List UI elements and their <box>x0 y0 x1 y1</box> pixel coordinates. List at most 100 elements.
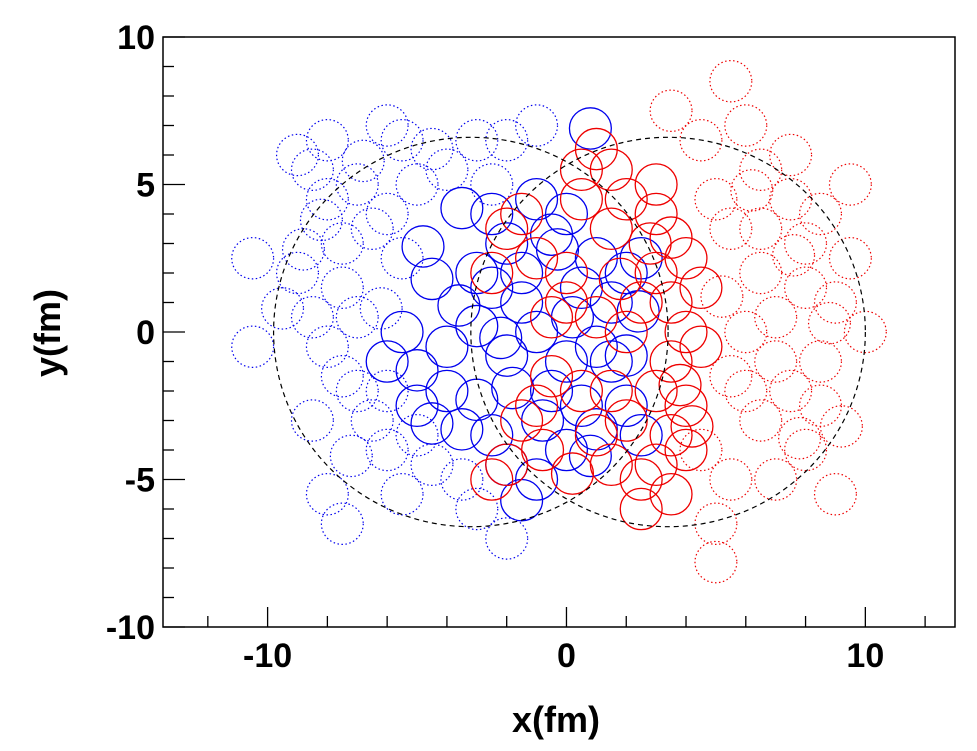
red-dotted-nucleon <box>807 301 851 345</box>
red-dotted-nucleon <box>724 104 768 147</box>
blue-dotted-nucleon <box>231 237 275 280</box>
red-solid-nucleon <box>634 443 678 487</box>
blue-dotted-nucleon <box>359 287 403 330</box>
x-tick-label: 0 <box>557 637 576 675</box>
blue-solid-nucleon <box>380 310 424 354</box>
red-solid-nucleon <box>604 177 648 221</box>
nucleus-outline-right <box>470 136 866 528</box>
red-dotted-nucleon <box>679 118 723 162</box>
blue-dotted-nucleon <box>365 104 409 147</box>
blue-solid-nucleon <box>619 413 663 457</box>
red-dotted-nucleon <box>754 340 798 383</box>
red-solid-nucleon <box>604 310 648 354</box>
red-solid-nucleon <box>664 310 708 354</box>
blue-dotted-nucleon <box>440 458 484 501</box>
red-solid-nucleon <box>634 163 678 206</box>
red-solid-nucleon <box>634 369 678 413</box>
blue-dotted-nucleon <box>281 228 325 271</box>
blue-solid-nucleon <box>479 316 523 360</box>
blue-dotted-nucleon <box>365 192 409 236</box>
blue-dotted-nucleon <box>335 369 379 413</box>
blue-solid-nucleon <box>544 192 589 236</box>
red-solid-nucleon <box>559 148 603 192</box>
red-dotted-nucleon <box>724 310 768 354</box>
red-dotted-nucleon <box>739 207 783 251</box>
y-tick-label: 5 <box>136 167 155 205</box>
blue-solid-nucleon <box>410 402 454 445</box>
red-solid-nucleon <box>664 428 708 472</box>
red-solid-nucleon <box>598 257 642 301</box>
blue-dotted-nucleon <box>305 325 349 369</box>
blue-solid-nucleon <box>440 186 484 230</box>
red-dotted-nucleon <box>798 192 843 236</box>
blue-solid-nucleon <box>485 222 529 265</box>
red-dotted-nucleon <box>694 178 738 221</box>
red-solid-nucleon <box>559 177 603 221</box>
blue-solid-nucleon <box>401 225 445 268</box>
red-solid-nucleon <box>670 405 714 448</box>
blue-solid-nucleon <box>604 384 648 428</box>
blue-solid-nucleon <box>529 369 574 413</box>
red-dotted-nucleon <box>772 234 816 277</box>
red-solid-nucleon <box>589 369 633 413</box>
blue-solid-nucleon <box>515 458 559 501</box>
red-solid-nucleon <box>649 413 693 457</box>
red-dotted-nucleon <box>784 428 828 472</box>
blue-dotted-nucleon <box>320 266 364 310</box>
red-solid-nucleon <box>589 443 633 487</box>
red-solid-nucleon <box>574 295 618 339</box>
red-dotted-nucleon <box>798 384 843 428</box>
blue-dotted-nucleon <box>410 127 454 171</box>
blue-dotted-nucleon <box>410 443 454 487</box>
blue-dotted-nucleon <box>275 133 320 177</box>
blue-dotted-nucleon <box>335 163 379 206</box>
red-solid-nucleon <box>544 251 589 295</box>
blue-dotted-nucleon <box>305 118 349 162</box>
blue-dotted-nucleon <box>380 118 424 162</box>
y-tick-label: -5 <box>125 462 155 500</box>
nucleus-outline-left <box>272 136 669 528</box>
x-tick-label: 10 <box>846 637 884 675</box>
red-solid-nucleon <box>559 369 603 413</box>
blue-dotted-nucleon <box>515 104 559 147</box>
red-dotted-nucleon <box>709 458 753 501</box>
red-solid-nucleon <box>634 192 678 236</box>
blue-dotted-nucleon <box>231 325 275 369</box>
red-dotted-nucleon <box>709 59 753 103</box>
blue-dotted-nucleon <box>365 369 409 413</box>
red-solid-nucleon <box>544 281 589 324</box>
red-dotted-nucleon <box>754 458 798 501</box>
blue-dotted-nucleon <box>320 502 364 546</box>
red-solid-nucleon <box>470 458 514 501</box>
red-solid-nucleon <box>619 458 663 501</box>
red-solid-nucleon <box>470 251 514 295</box>
red-dotted-nucleon <box>739 399 783 442</box>
blue-dotted-nucleon <box>290 296 334 339</box>
blue-dotted-nucleon <box>485 517 529 560</box>
blue-dotted-nucleon <box>395 414 439 457</box>
blue-solid-nucleon <box>410 257 454 301</box>
blue-dotted-nucleon <box>380 237 424 280</box>
red-dotted-nucleon <box>769 133 813 177</box>
red-dotted-nucleon <box>769 178 813 221</box>
x-axis-title: x(fm) <box>512 699 600 740</box>
red-dotted-nucleon <box>694 502 738 546</box>
red-dotted-nucleon <box>709 207 753 251</box>
blue-dotted-nucleon <box>320 222 364 265</box>
blue-dotted-nucleon <box>455 118 499 162</box>
red-solid-nucleon <box>515 236 559 280</box>
blue-solid-nucleon <box>568 434 612 478</box>
blue-dotted-nucleon <box>329 434 373 478</box>
blue-dotted-nucleon <box>335 296 379 339</box>
blue-solid-nucleon <box>544 428 589 472</box>
blue-solid-nucleon <box>491 366 535 410</box>
blue-solid-nucleon <box>500 251 544 295</box>
red-dotted-nucleon <box>778 416 822 460</box>
blue-solid-nucleon <box>515 177 559 221</box>
axis-ticks <box>163 36 926 628</box>
red-dotted-nucleon <box>649 89 693 132</box>
red-solid-nucleon <box>664 384 708 428</box>
blue-dotted-nucleon <box>455 487 499 531</box>
red-solid-nucleon <box>649 281 693 324</box>
blue-solid-nucleon <box>559 266 603 310</box>
